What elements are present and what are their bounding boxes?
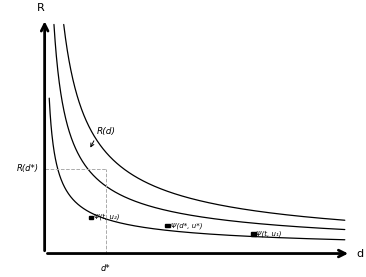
Text: R(d*): R(d*) bbox=[17, 165, 39, 173]
Text: Ψ(t, u₂): Ψ(t, u₂) bbox=[94, 214, 120, 220]
Text: d*: d* bbox=[101, 264, 111, 273]
Text: R(d): R(d) bbox=[97, 127, 116, 136]
Bar bbox=[251, 232, 256, 236]
Text: d: d bbox=[356, 248, 363, 258]
Bar bbox=[165, 224, 170, 227]
Bar bbox=[89, 216, 93, 219]
Text: Ψ(d*, u*): Ψ(d*, u*) bbox=[171, 222, 202, 229]
Text: R: R bbox=[37, 3, 45, 13]
Text: Ψ(t, u₁): Ψ(t, u₁) bbox=[256, 230, 282, 237]
